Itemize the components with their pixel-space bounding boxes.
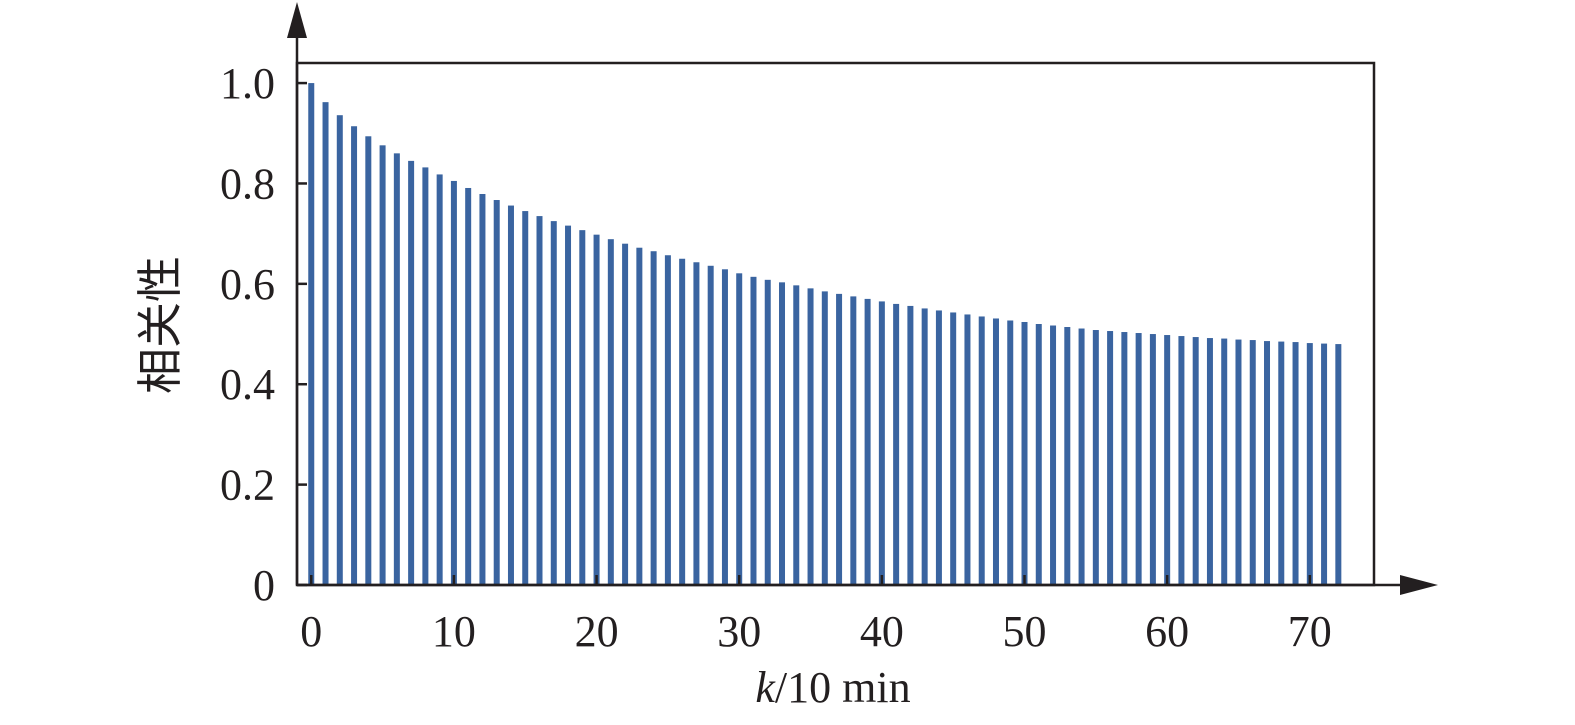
y-tick-label: 1.0 — [220, 59, 275, 108]
bar — [1321, 343, 1328, 585]
bar — [450, 180, 457, 585]
bar — [978, 316, 985, 585]
bar — [1306, 343, 1313, 585]
bar — [921, 308, 928, 585]
x-axis-arrow — [1400, 575, 1438, 595]
bar — [565, 225, 572, 585]
y-tick-label: 0 — [253, 561, 275, 610]
y-axis-arrow — [287, 2, 307, 38]
bar — [550, 221, 557, 586]
bar — [1164, 335, 1171, 585]
x-ticks-group: 0 10 20 30 40 50 60 70 — [300, 575, 1332, 656]
bar — [793, 285, 800, 585]
bar — [893, 303, 900, 585]
bar — [536, 216, 543, 585]
bar — [1092, 330, 1099, 585]
bar — [779, 282, 786, 585]
bar — [964, 314, 971, 585]
x-axis-label: k/10 min — [755, 663, 910, 712]
bar — [1107, 331, 1114, 585]
y-tick-label: 0.6 — [220, 260, 275, 309]
x-tick-label: 10 — [432, 607, 476, 656]
bar — [436, 174, 443, 585]
bar — [1178, 336, 1185, 585]
bar — [593, 234, 600, 585]
bar — [950, 312, 957, 585]
bar — [1050, 325, 1057, 585]
bar — [1007, 320, 1014, 585]
bar — [850, 296, 857, 585]
bar — [1192, 337, 1199, 585]
bar — [679, 258, 686, 585]
bar — [322, 102, 329, 586]
bar — [878, 301, 885, 585]
bar — [408, 160, 415, 586]
bar — [664, 255, 671, 586]
bar — [764, 279, 771, 585]
bar — [736, 273, 743, 585]
bar — [365, 136, 372, 585]
bar — [465, 187, 472, 586]
bar — [836, 293, 843, 585]
x-tick-label: 0 — [300, 607, 322, 656]
bar — [693, 262, 700, 585]
bar — [1249, 340, 1256, 585]
bar — [807, 288, 814, 585]
bar — [422, 167, 429, 585]
bar — [1221, 338, 1228, 585]
bar — [1021, 321, 1028, 585]
bar — [579, 230, 586, 585]
x-tick-label: 30 — [717, 607, 761, 656]
bar — [636, 247, 643, 585]
bar — [1149, 334, 1156, 585]
y-ticks-group: 0 0.2 0.4 0.6 0.8 1.0 — [220, 59, 307, 610]
bar — [1064, 327, 1071, 585]
bar — [935, 310, 942, 585]
bar — [650, 251, 657, 585]
bar — [821, 291, 828, 586]
bars-group — [308, 83, 1342, 586]
bar — [1264, 341, 1271, 585]
y-tick-label: 0.4 — [220, 360, 275, 409]
y-axis-label: 相关性 — [133, 256, 187, 394]
bar — [607, 239, 614, 585]
x-tick-label: 60 — [1145, 607, 1189, 656]
bar — [1278, 341, 1285, 585]
y-tick-label: 0.8 — [220, 159, 275, 208]
bar — [522, 211, 529, 585]
bar — [1121, 332, 1128, 585]
bar — [493, 200, 500, 585]
bar — [1292, 342, 1299, 585]
bar — [351, 126, 358, 586]
bar — [1035, 324, 1042, 585]
bar — [707, 265, 714, 585]
bar — [336, 115, 343, 585]
bar — [479, 194, 486, 585]
bar — [721, 269, 728, 585]
bar — [1206, 338, 1213, 585]
x-axis-label-italic: k — [755, 663, 776, 712]
bar — [507, 205, 514, 586]
bar — [750, 276, 757, 585]
x-tick-label: 20 — [575, 607, 619, 656]
bar — [379, 145, 386, 585]
x-tick-label: 70 — [1288, 607, 1332, 656]
bar — [1235, 339, 1242, 585]
bar — [992, 318, 999, 585]
x-tick-label: 40 — [860, 607, 904, 656]
x-axis-label-rest: /10 min — [775, 663, 911, 712]
bar — [907, 305, 914, 585]
bar — [393, 153, 400, 585]
bar — [1078, 328, 1085, 585]
x-tick-label: 50 — [1003, 607, 1047, 656]
bar — [1335, 344, 1342, 585]
y-tick-label: 0.2 — [220, 461, 275, 510]
bar — [864, 298, 871, 585]
bar — [308, 83, 315, 585]
bar — [1135, 333, 1142, 585]
bar — [622, 243, 629, 585]
